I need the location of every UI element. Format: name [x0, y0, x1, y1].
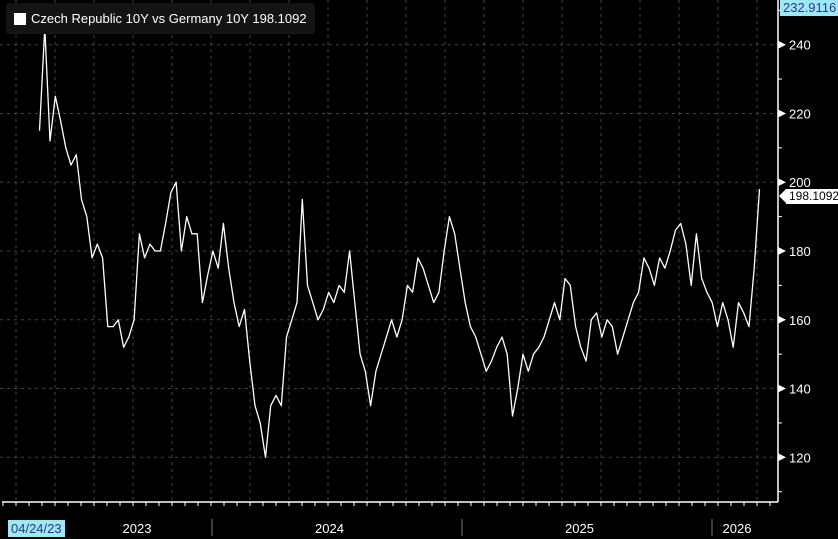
y-tick-label: 120	[789, 450, 811, 465]
y-tick-marker	[778, 178, 786, 187]
y-tick-label: 240	[789, 38, 811, 53]
start-date-tag: 04/24/23	[8, 520, 65, 537]
y-tick-marker	[778, 109, 786, 118]
y-tick-marker	[778, 453, 786, 462]
y-tick-label: 140	[789, 382, 811, 397]
y-tick-marker	[778, 40, 786, 49]
y-tick-marker	[778, 315, 786, 324]
legend-swatch	[14, 12, 26, 25]
series-line	[38, 26, 761, 458]
x-tick-label: 2025	[565, 521, 594, 536]
y-tick-label: 160	[789, 313, 811, 328]
y-tick-marker	[778, 247, 786, 255]
y-tick-marker	[778, 384, 786, 393]
x-tick-label: 2026	[723, 521, 752, 536]
y-tick-label: 180	[789, 244, 811, 259]
last-value-tag: 198.1092	[786, 189, 838, 204]
top-value-tag: 232.9116	[780, 0, 838, 16]
legend: Czech Republic 10Y vs Germany 10Y 198.10…	[6, 3, 315, 34]
y-tick-label: 220	[789, 106, 811, 121]
x-tick-label: 2024	[315, 521, 344, 536]
x-tick-label: 2023	[123, 521, 152, 536]
last-value-arrow-icon	[779, 189, 786, 203]
y-tick-label: 200	[789, 175, 811, 190]
legend-label: Czech Republic 10Y vs Germany 10Y 198.10…	[31, 11, 307, 26]
